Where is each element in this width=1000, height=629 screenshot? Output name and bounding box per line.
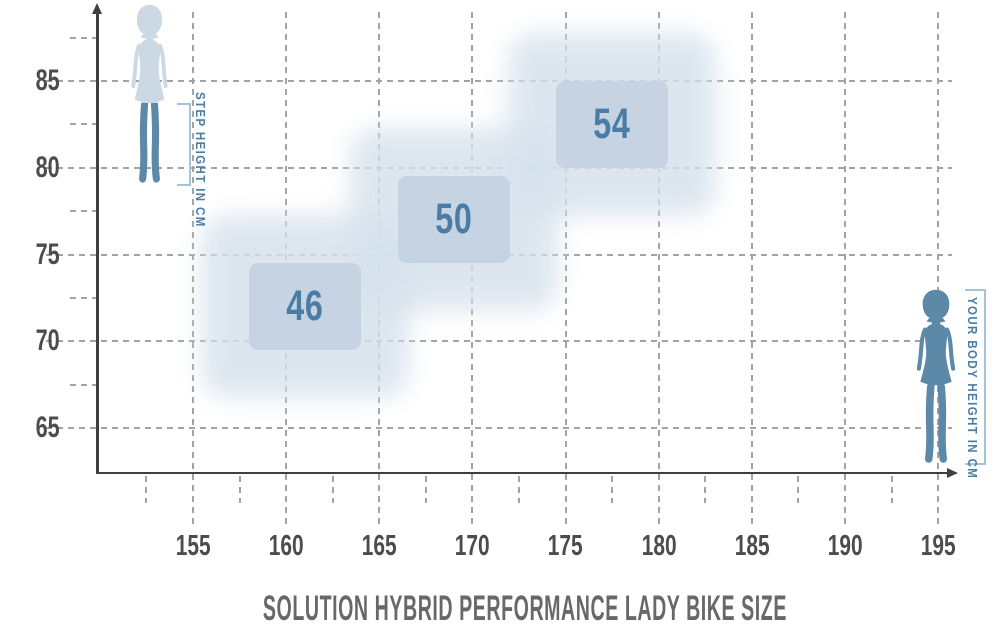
y-minor-tick [70,210,96,213]
size-range-box: 54 [556,81,669,168]
x-minor-tick [704,476,707,503]
y-minor-tick [70,36,96,39]
x-minor-tick [238,476,241,503]
y-axis-arrow-icon [91,3,102,14]
x-gridline [844,12,847,528]
x-tick-label: 155 [161,530,225,562]
x-tick-text: 175 [548,530,584,562]
y-minor-tick [70,123,96,126]
x-tick-label: 170 [440,530,504,562]
x-tick-label: 160 [254,530,318,562]
x-tick-text: 185 [734,530,770,562]
step-height-bracket [177,103,191,186]
y-tick-text: 85 [35,64,60,97]
x-tick-label: 165 [347,530,411,562]
y-minor-tick [70,383,96,386]
size-number: 46 [286,282,324,331]
x-tick-text: 155 [175,530,211,562]
x-gridline [192,12,194,528]
x-tick-label: 185 [720,530,784,562]
y-minor-tick [70,296,96,299]
step-height-label: STEP HEIGHT IN CM [193,92,207,228]
x-minor-tick [145,476,148,503]
x-minor-tick [518,476,521,503]
size-range-box: 46 [248,263,361,350]
x-tick-text: 190 [827,530,863,562]
chart-title-text: SOLUTION HYBRID PERFORMANCE LADY BIKE SI… [262,589,788,628]
x-minor-tick [331,476,334,503]
x-tick-label: 180 [627,530,691,562]
x-minor-tick [424,476,427,503]
y-gridline [46,340,952,343]
y-tick-text: 65 [35,411,60,444]
x-axis-arrow-icon [947,467,958,478]
x-gridline [750,12,753,528]
x-gridline [657,12,660,528]
body-height-bracket [965,289,986,465]
x-gridline [937,12,940,528]
y-gridline [46,80,952,82]
size-range-box: 50 [397,176,510,264]
body-height-label: YOUR BODY HEIGHT IN CM [965,297,979,480]
y-tick-text: 70 [35,324,60,358]
size-number: 50 [435,195,473,244]
y-tick-label: 75 [0,237,64,271]
woman-figure-body-height-icon [907,288,965,466]
x-minor-tick [890,476,893,503]
x-minor-tick [611,476,614,503]
y-tick-label: 65 [0,412,64,444]
chart-title: SOLUTION HYBRID PERFORMANCE LADY BIKE SI… [50,589,1000,628]
y-gridline [46,427,952,429]
x-minor-tick [797,476,800,503]
x-tick-label: 175 [534,530,598,562]
x-tick-text: 165 [361,530,397,562]
y-tick-label: 85 [0,65,64,97]
x-gridline [564,12,567,528]
y-tick-label: 70 [0,325,64,357]
x-axis-line [96,471,949,475]
x-tick-text: 160 [268,530,304,562]
x-tick-text: 195 [920,530,956,562]
x-tick-text: 170 [455,530,490,562]
y-tick-text: 80 [35,150,60,184]
x-tick-label: 190 [813,530,877,562]
y-tick-label: 80 [0,150,64,184]
size-number: 54 [593,99,631,148]
y-tick-text: 75 [35,237,60,271]
x-tick-text: 180 [641,530,677,562]
x-tick-label: 195 [906,530,970,562]
y-axis-line [96,12,99,473]
woman-figure-step-height-icon [122,3,177,186]
